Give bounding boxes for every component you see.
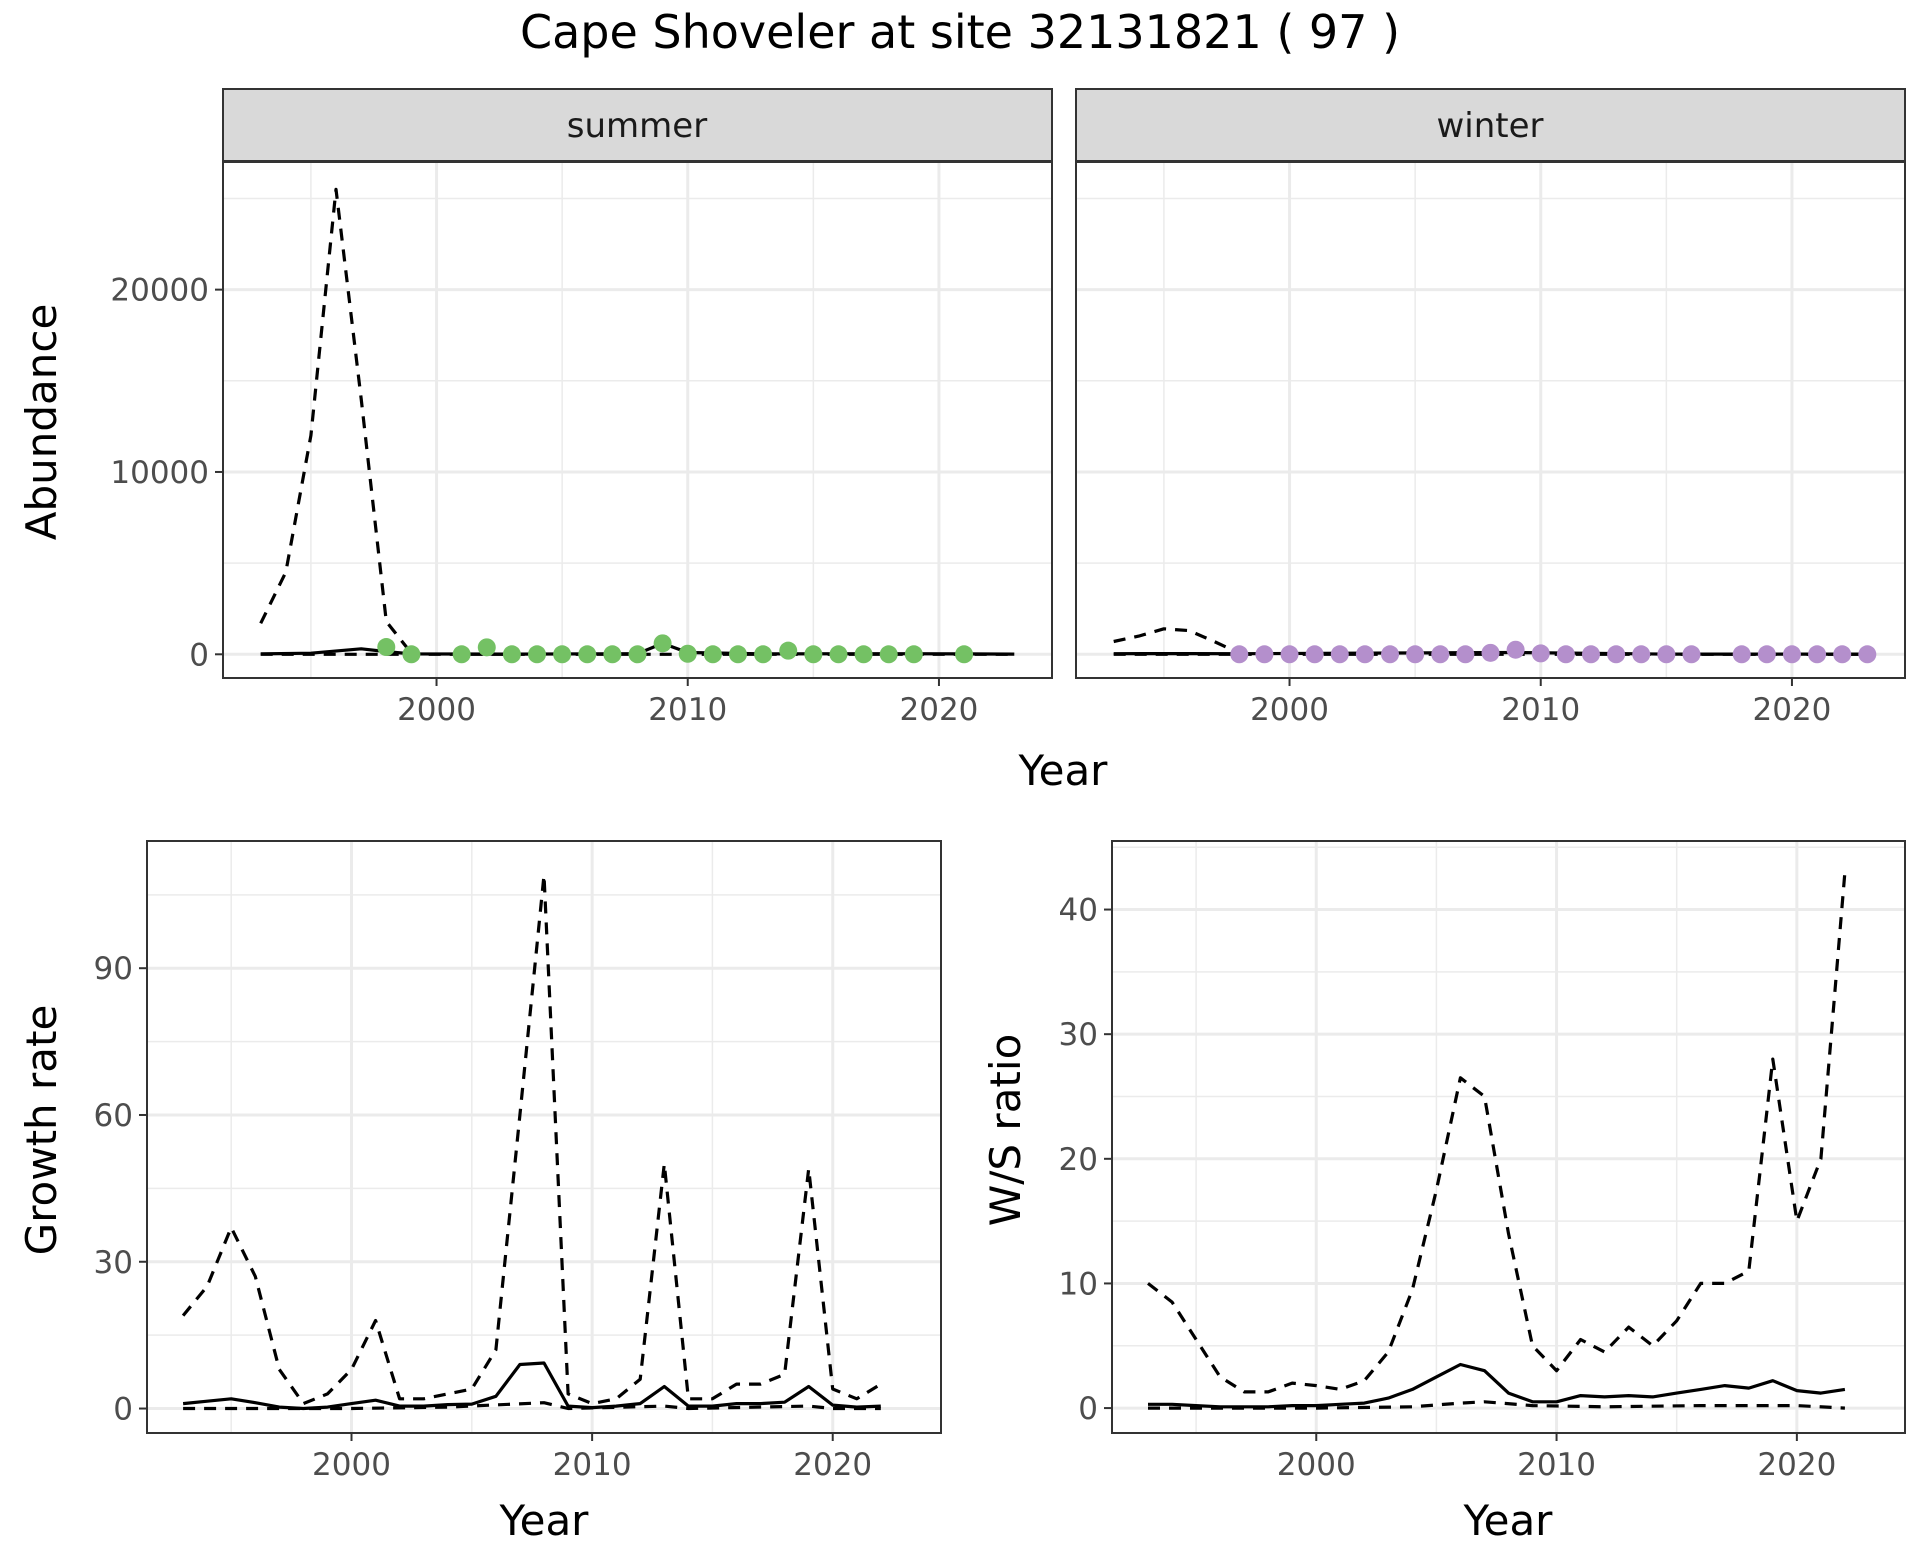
ratio-x-tick-label: 2010 (1517, 1447, 1596, 1483)
winter-data-point (1305, 645, 1324, 664)
summer-x-tick-label: 2020 (900, 692, 979, 728)
winter-data-point (1858, 645, 1877, 664)
winter-data-point (1732, 645, 1751, 664)
winter-data-point (1280, 645, 1299, 664)
winter-data-point (1581, 645, 1600, 664)
ratio-x-tick-label: 2020 (1757, 1447, 1836, 1483)
winter-data-point (1782, 645, 1801, 664)
growth-plot-background (147, 841, 941, 1433)
growth-x-tick-label: 2010 (553, 1447, 632, 1483)
ratio-x-axis-title: Year (1463, 1496, 1554, 1545)
summer-data-point (502, 645, 521, 664)
ratio-x-tick-label: 2000 (1277, 1447, 1356, 1483)
ratio-y-tick-label: 0 (1078, 1391, 1098, 1427)
winter-data-point (1456, 645, 1475, 664)
winter-data-point (1632, 645, 1651, 664)
summer-plot-background (223, 162, 1052, 678)
winter-data-point (1607, 645, 1626, 664)
summer-data-point (578, 645, 597, 664)
summer-y-tick-label: 10000 (110, 455, 209, 491)
winter-data-point (1330, 645, 1349, 664)
summer-data-point (553, 645, 572, 664)
abundance-plot: summer winter Abundance Year 2000 2010 202… (17, 88, 1906, 795)
growth-y-tick-label: 60 (94, 1098, 133, 1134)
summer-data-point (628, 645, 647, 664)
ratio-y-tick-label: 40 (1059, 893, 1098, 929)
winter-data-point (1657, 645, 1676, 664)
winter-data-point (1531, 644, 1550, 663)
growth-x-tick-label: 2020 (793, 1447, 872, 1483)
growth-x-tick-label: 2000 (312, 1447, 391, 1483)
growth-panel-border (146, 840, 942, 1434)
ratio-y-tick-label: 30 (1059, 1017, 1098, 1053)
summer-data-point (854, 645, 873, 664)
winter-data-point (1230, 645, 1249, 664)
summer-y-tick-label: 20000 (110, 273, 209, 309)
summer-data-point (477, 638, 496, 657)
figure-title: Cape Shoveler at site 32131821 ( 97 ) (520, 5, 1400, 59)
summer-data-point (653, 634, 672, 653)
summer-data-point (904, 645, 923, 664)
summer-data-point (804, 645, 823, 664)
growth-series-line-3-dashed (183, 1401, 881, 1411)
growth-y-tick-label: 30 (94, 1245, 133, 1281)
winter-data-point (1355, 645, 1374, 664)
ratio-y-tick-label: 20 (1059, 1142, 1098, 1178)
summer-series-line-1-dashed (259, 187, 413, 655)
winter-panel-border (1075, 161, 1906, 679)
winter-data-point (1682, 645, 1701, 664)
winter-x-tick-label: 2010 (1501, 692, 1580, 728)
growth-x-axis-title: Year (499, 1496, 590, 1545)
ratio-panel-border (1111, 840, 1906, 1434)
summer-x-tick-label: 2000 (397, 692, 476, 728)
summer-data-point (754, 645, 773, 664)
growth-y-tick-label: 90 (94, 951, 133, 987)
ratio-series-line-3-dashed (1148, 1400, 1845, 1410)
summer-data-point (703, 645, 722, 664)
growth-y-tick-label: 0 (113, 1392, 133, 1428)
abundance-x-axis-title: Year (1018, 746, 1109, 795)
summer-data-point (879, 645, 898, 664)
ws-ratio-plot: W/S ratio Year 2000 2010 2020 0 10 20 30 40 (981, 840, 1906, 1545)
winter-data-point (1757, 645, 1776, 664)
summer-x-tick-label: 2010 (648, 692, 727, 728)
summer-data-point (678, 644, 697, 663)
summer-data-point (728, 645, 747, 664)
winter-data-point (1481, 643, 1500, 662)
summer-data-point (829, 645, 848, 664)
summer-data-point (402, 645, 421, 664)
summer-data-point (603, 645, 622, 664)
summer-data-point (955, 645, 974, 664)
winter-data-point (1833, 645, 1852, 664)
growth-series-line-1-dashed (181, 873, 882, 1406)
winter-data-point (1556, 645, 1575, 664)
winter-data-point (1431, 645, 1450, 664)
winter-data-point (1406, 645, 1425, 664)
ratio-plot-background (1112, 841, 1905, 1433)
strip-winter (1075, 88, 1906, 162)
winter-x-tick-label: 2000 (1250, 692, 1329, 728)
ratio-y-axis-title: W/S ratio (981, 1034, 1030, 1227)
strip-label-summer: summer (567, 106, 707, 146)
summer-data-point (452, 645, 471, 664)
winter-x-tick-label: 2020 (1753, 692, 1832, 728)
abundance-y-axis-title: Abundance (17, 304, 66, 541)
strip-summer (222, 88, 1053, 162)
winter-data-point (1506, 640, 1525, 659)
ratio-y-tick-label: 10 (1059, 1266, 1098, 1302)
winter-series-line-1-dashed (1113, 627, 1240, 655)
summer-panel-border (222, 161, 1053, 679)
growth-y-axis-title: Growth rate (17, 1005, 66, 1256)
summer-data-point (377, 638, 396, 657)
summer-data-point (779, 641, 798, 660)
winter-data-point (1381, 645, 1400, 664)
winter-plot-background (1076, 162, 1905, 678)
winter-data-point (1808, 645, 1827, 664)
strip-label-winter: winter (1436, 106, 1543, 146)
summer-y-tick-label: 0 (189, 637, 209, 673)
summer-data-point (528, 645, 547, 664)
winter-data-point (1255, 645, 1274, 664)
growth-rate-plot: Growth rate Year 2000 2010 2020 0 30 60 90 (17, 840, 942, 1545)
